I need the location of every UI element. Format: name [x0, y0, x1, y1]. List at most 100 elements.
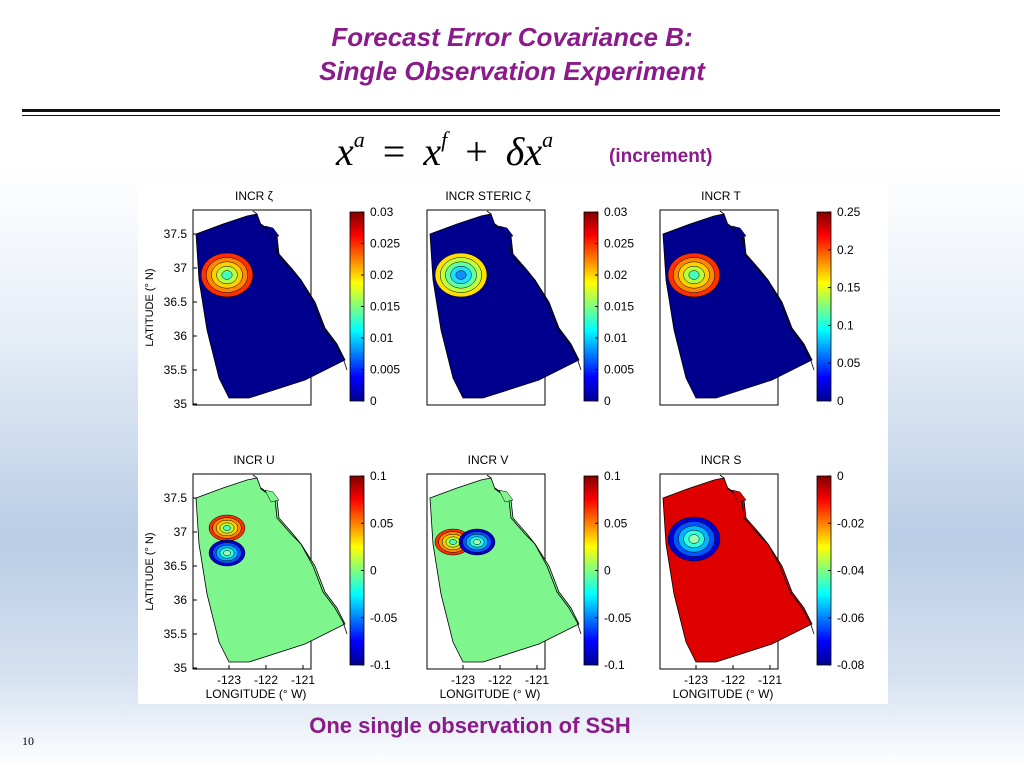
colorbar-tick-label: 0.01	[604, 331, 628, 345]
colorbar-tick-label: 0.1	[837, 318, 854, 332]
eq-x-analysis: x	[336, 129, 354, 174]
eq-equals: =	[382, 129, 406, 174]
lat-tick-label: 37	[174, 261, 188, 275]
bay-inlet	[731, 225, 747, 239]
contour-ring	[455, 270, 467, 280]
increment-contours	[200, 252, 254, 298]
colorbar-tick-label: 0.015	[370, 300, 400, 314]
panel-title: INCR ζ	[235, 189, 274, 203]
increment-contours	[208, 514, 246, 567]
title-line-1: Forecast Error Covariance B:	[331, 22, 693, 52]
colorbar-tick-label: 0.03	[604, 205, 628, 219]
model-domain	[195, 477, 346, 663]
colorbar-tick-label: -0.04	[837, 564, 865, 578]
contour-ring	[449, 539, 457, 545]
x-axis-label: LONGITUDE (° W)	[673, 687, 774, 701]
panel-title: INCR T	[701, 189, 741, 203]
lon-tick-label: -123	[684, 673, 708, 687]
colorbar-tick-label: 0.01	[370, 331, 394, 345]
colorbar-tick-label: -0.1	[370, 658, 391, 672]
contour-ring	[223, 550, 231, 556]
model-domain	[195, 213, 346, 399]
colorbar-tick-label: 0	[370, 394, 377, 408]
colorbar-tick-label: 0.25	[837, 205, 861, 219]
lat-tick-label: 36	[174, 329, 188, 343]
lat-tick-label: 35	[174, 661, 188, 675]
colorbar-tick-label: 0.05	[604, 516, 628, 530]
increment-contours	[434, 528, 496, 556]
increment-contours	[434, 252, 488, 298]
colorbar-tick-label: 0	[837, 469, 844, 483]
increment-figure: INCR ζ 37.5 37 36.5 36 35.5 35 LATITUDE (° N) 0.…	[138, 184, 888, 704]
lon-tick-label: -123	[217, 673, 241, 687]
eq-sup-a2: a	[542, 126, 554, 152]
colorbar-tick-label: 0.03	[370, 205, 394, 219]
lat-tick-label: 35.5	[164, 363, 188, 377]
equation-note: (increment)	[609, 146, 713, 167]
model-domain	[662, 477, 813, 663]
title-rule-thin	[22, 115, 1000, 116]
lon-tick-label: -122	[721, 673, 745, 687]
contour-ring	[688, 534, 700, 544]
contour-ring	[688, 270, 700, 280]
colorbar-tick-label: -0.1	[604, 658, 625, 672]
map-panel-2: INCR STERIC ζ 0.03 0.025 0.02 0.015 0.01 0.005…	[426, 189, 634, 408]
map-panel-4: INCR U 37.5 37 36.5 36 35.5 35 LATITUDE (° N) -1…	[144, 453, 398, 701]
colorbar-tick-label: 0	[604, 394, 611, 408]
page-number: 10	[22, 734, 34, 748]
lon-tick-label: -122	[488, 673, 512, 687]
colorbar-tick-label: 0.005	[370, 363, 400, 377]
lat-tick-label: 37	[174, 525, 188, 539]
contour-ring	[223, 525, 231, 531]
eq-sup-f: f	[441, 126, 448, 152]
title-line-2: Single Observation Experiment	[319, 56, 705, 86]
title-rule-thick	[22, 109, 1000, 112]
bay-inlet	[264, 489, 280, 503]
eq-x-increment: x	[524, 129, 543, 174]
increment-contours	[667, 252, 721, 298]
model-domain	[429, 213, 580, 399]
lat-tick-label: 37.5	[164, 227, 188, 241]
increment-panels: INCR ζ 37.5 37 36.5 36 35.5 35 LATITUDE (° N) 0.…	[144, 189, 865, 701]
eq-delta: δ	[505, 129, 525, 174]
colorbar-tick-label: 0.1	[370, 469, 387, 483]
colorbar-tick-label: 0.025	[370, 237, 400, 251]
colorbar-tick-label: -0.02	[837, 516, 865, 530]
eq-plus: +	[465, 129, 488, 174]
colorbar-tick-label: 0	[370, 564, 377, 578]
contour-ring	[473, 539, 481, 545]
colorbar	[816, 211, 832, 402]
lon-tick-label: -122	[254, 673, 278, 687]
colorbar-tick-label: 0.015	[604, 300, 634, 314]
panel-title: INCR U	[233, 453, 274, 467]
bay-inlet	[498, 489, 514, 503]
figure-caption: One single observation of SSH	[309, 713, 631, 738]
colorbar-tick-label: 0	[604, 564, 611, 578]
bay-inlet	[731, 489, 747, 503]
lon-tick-label: -121	[525, 673, 549, 687]
colorbar-tick-label: 0.025	[604, 237, 634, 251]
colorbar-tick-label: 0.1	[604, 469, 621, 483]
colorbar-tick-label: 0.15	[837, 281, 861, 295]
eq-x-forecast: x	[423, 129, 442, 174]
colorbar-tick-label: 0	[837, 394, 844, 408]
increment-contours	[667, 516, 721, 562]
lon-tick-label: -121	[758, 673, 782, 687]
eq-sup-a: a	[353, 126, 365, 152]
colorbar-tick-label: 0.05	[837, 356, 861, 370]
panel-title: INCR V	[468, 453, 509, 467]
lat-tick-label: 36.5	[164, 295, 188, 309]
panel-title: INCR STERIC ζ	[445, 189, 531, 203]
bay-inlet	[264, 225, 280, 239]
lon-tick-label: -123	[451, 673, 475, 687]
colorbar-tick-label: -0.05	[604, 611, 632, 625]
lat-tick-label: 36	[174, 593, 188, 607]
model-domain	[429, 477, 580, 663]
x-axis-label: LONGITUDE (° W)	[206, 687, 307, 701]
colorbar-tick-label: -0.06	[837, 611, 865, 625]
colorbar-tick-label: 0.05	[370, 516, 394, 530]
lat-tick-label: 35.5	[164, 627, 188, 641]
map-panel-3: INCR T 0.25 0.2 0.15 0.1 0.05 0	[659, 189, 861, 408]
